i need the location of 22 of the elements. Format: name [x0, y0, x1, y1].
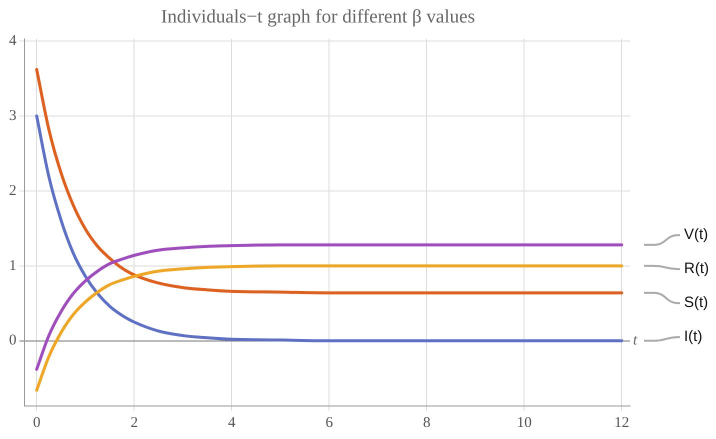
line-series	[35, 243, 624, 371]
y-tick-label: 1	[9, 258, 16, 274]
line-series	[35, 264, 624, 392]
line-series	[35, 114, 624, 342]
text: S(t)	[684, 294, 708, 312]
text: R(t)	[684, 260, 709, 278]
y-tick-label: 0	[9, 332, 16, 349]
x-tick-label: 10	[516, 414, 532, 431]
x-tick-label: 8	[422, 414, 430, 431]
text: V(t)	[684, 226, 708, 244]
line-series	[35, 68, 624, 294]
y-tick-label: 2	[9, 182, 16, 199]
chart-title: Individuals−t graph for different β values	[161, 6, 475, 28]
y-tick-label: 3	[9, 108, 16, 124]
y-tick-label: 4	[9, 32, 17, 49]
x-tick-label: 2	[130, 414, 138, 431]
text: I(t)	[684, 328, 702, 346]
x-tick-label: 4	[228, 414, 236, 431]
x-tick-label: 6	[325, 414, 334, 431]
x-axis-title: t	[633, 332, 638, 349]
x-tick-label: 0	[32, 414, 40, 431]
x-tick-label: 12	[614, 414, 630, 431]
